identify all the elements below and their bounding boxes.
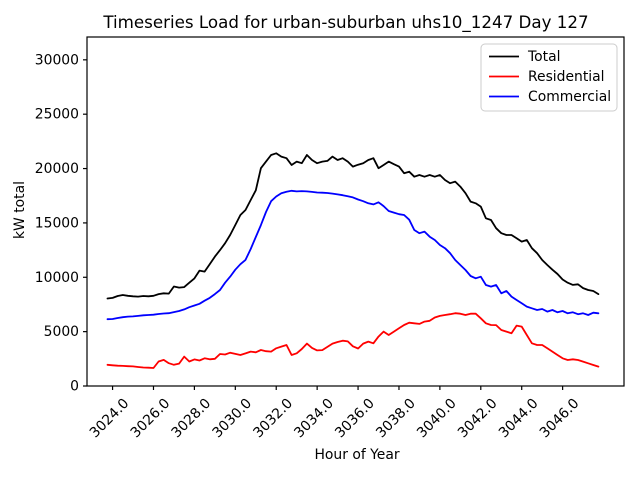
- x-axis-label: Hour of Year: [314, 447, 399, 463]
- x-tick-label: 3026.0: [128, 396, 174, 442]
- legend-label-residential: Residential: [528, 69, 605, 85]
- x-tick-label: 3030.0: [209, 396, 255, 442]
- x-axis: 3024.03026.03028.03030.03032.03034.03036…: [87, 386, 583, 442]
- legend-box: [480, 43, 618, 112]
- series-line-residential: [106, 312, 600, 369]
- series-line-commercial: [106, 189, 600, 321]
- y-axis: 0 5000 10000 15000 20000 25000 30000: [35, 52, 87, 395]
- x-tick-label: 3034.0: [291, 396, 337, 442]
- x-tick-label: 3042.0: [455, 396, 501, 442]
- legend-label-commercial: Commercial: [528, 89, 611, 105]
- y-tick-label: 20000: [35, 161, 79, 177]
- x-tick-label: 3038.0: [373, 396, 419, 442]
- legend: Total Residential Commercial: [480, 43, 618, 112]
- y-tick-label: 5000: [44, 324, 79, 340]
- axes-frame: [86, 36, 625, 387]
- y-tick-label: 10000: [35, 270, 79, 286]
- chart-title: Timeseries Load for urban-suburban uhs10…: [102, 12, 588, 33]
- y-tick-label: 30000: [35, 52, 79, 68]
- x-tick-label: 3040.0: [414, 396, 460, 442]
- series-line-total: [106, 152, 600, 300]
- y-tick-label: 0: [70, 379, 79, 395]
- x-tick-label: 3036.0: [332, 396, 378, 442]
- y-tick-label: 25000: [35, 107, 79, 123]
- x-tick-label: 3032.0: [250, 396, 296, 442]
- x-tick-label: 3028.0: [169, 396, 215, 442]
- legend-label-total: Total: [527, 49, 560, 65]
- x-tick-label: 3046.0: [537, 396, 583, 442]
- x-tick-label: 3044.0: [496, 396, 542, 442]
- y-axis-label: kW total: [12, 181, 28, 239]
- y-tick-label: 15000: [35, 215, 79, 231]
- plot-lines: [106, 152, 600, 369]
- x-tick-label: 3024.0: [87, 396, 133, 442]
